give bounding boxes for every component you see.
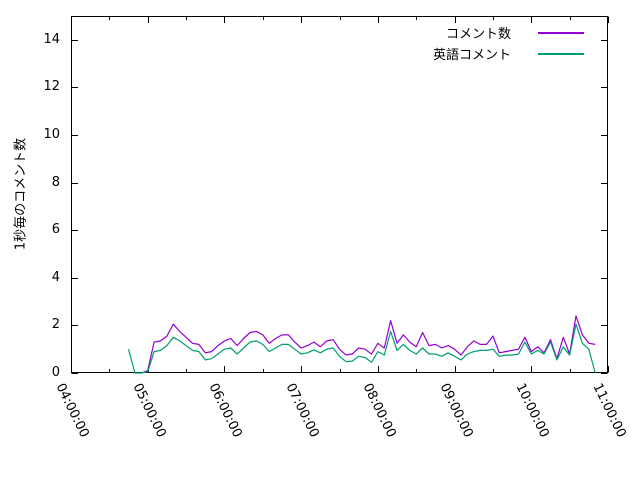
y-tick-label: 6: [51, 222, 60, 238]
y-tick-label: 2: [51, 317, 60, 333]
y-tick-label: 0: [51, 365, 60, 380]
y-tick-label: 8: [51, 174, 60, 190]
series-line-comments: [141, 315, 596, 374]
y-tick-label: 10: [43, 127, 60, 142]
y-tick-label: 12: [43, 79, 60, 95]
series-line-english-comments: [127, 323, 596, 374]
plot-border: [71, 16, 608, 373]
axis-ticks: [71, 16, 609, 374]
legend-label-english-comments: 英語コメント: [432, 48, 511, 63]
y-tick-label: 4: [51, 269, 60, 285]
legend-item-english-comments: 英語コメント: [301, 43, 584, 64]
legend: コメント数 英語コメント: [301, 22, 584, 64]
legend-label-comments: コメント数: [445, 27, 511, 42]
legend-line-sample-english-comments: [538, 52, 584, 55]
y-tick-label: 14: [43, 31, 60, 47]
legend-line-sample-comments: [538, 31, 584, 34]
legend-item-comments: コメント数: [301, 22, 584, 43]
